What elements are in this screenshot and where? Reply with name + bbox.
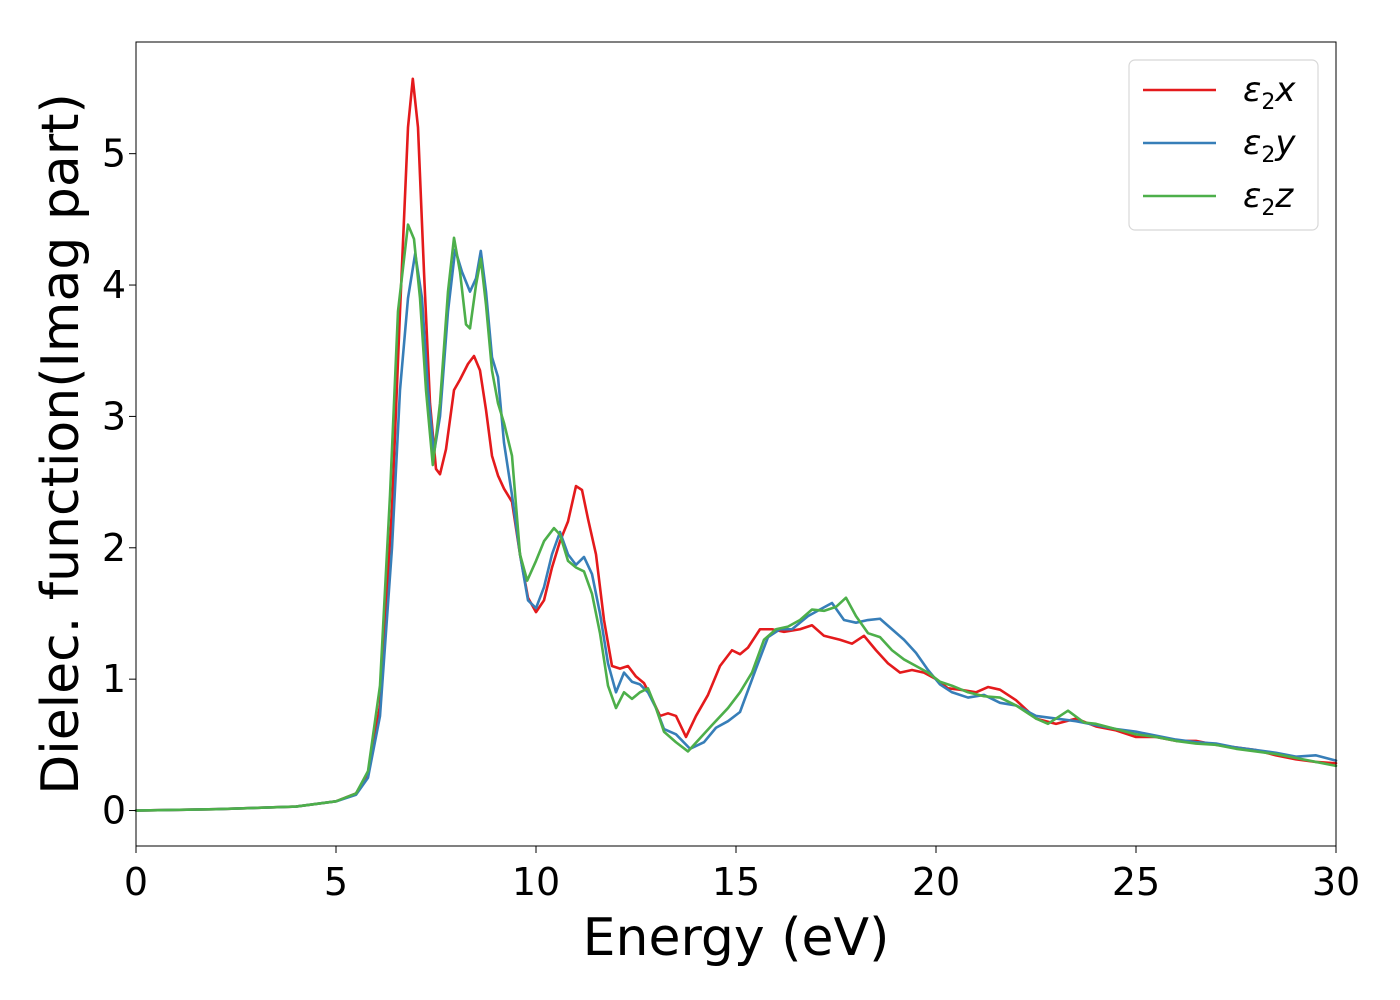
legend-label-y: ε2y <box>1243 123 1296 168</box>
legend-label-z: ε2z <box>1243 176 1294 221</box>
series-layer <box>134 77 1338 812</box>
x-axis-label: Energy (eV) <box>583 908 890 968</box>
y-axis-label: Dielec. function(Imag part) <box>31 93 91 795</box>
y-tick-label: 3 <box>102 394 126 438</box>
x-tick-label: 20 <box>912 860 960 904</box>
y-axis-ticks: 0 1 2 3 4 5 <box>102 132 136 833</box>
legend: ε2x ε2y ε2z <box>1128 59 1319 231</box>
x-axis-ticks: 0 5 10 15 20 25 30 <box>124 846 1360 904</box>
series-line-z <box>134 223 1338 812</box>
x-tick-label: 5 <box>324 860 348 904</box>
y-tick-label: 5 <box>102 132 126 176</box>
x-tick-label: 10 <box>512 860 560 904</box>
series-line-y <box>134 248 1338 812</box>
legend-box <box>1128 59 1319 231</box>
x-tick-label: 25 <box>1112 860 1160 904</box>
x-tick-label: 0 <box>124 860 148 904</box>
y-tick-label: 0 <box>102 789 126 833</box>
legend-entries: ε2x ε2y ε2z <box>1143 70 1296 221</box>
y-tick-label: 1 <box>102 657 126 701</box>
y-tick-label: 4 <box>102 263 126 307</box>
x-tick-label: 15 <box>712 860 760 904</box>
legend-label-x: ε2x <box>1243 70 1296 115</box>
x-tick-label: 30 <box>1312 860 1360 904</box>
y-tick-label: 2 <box>102 526 126 570</box>
